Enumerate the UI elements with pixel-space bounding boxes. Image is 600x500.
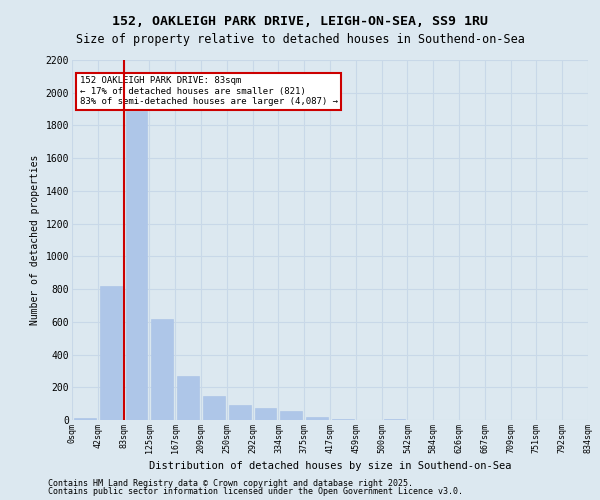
Bar <box>203 396 225 420</box>
Bar <box>229 406 251 420</box>
Bar <box>151 318 173 420</box>
Bar <box>100 286 122 420</box>
Text: 152, OAKLEIGH PARK DRIVE, LEIGH-ON-SEA, SS9 1RU: 152, OAKLEIGH PARK DRIVE, LEIGH-ON-SEA, … <box>112 15 488 28</box>
Text: Contains HM Land Registry data © Crown copyright and database right 2025.: Contains HM Land Registry data © Crown c… <box>48 478 413 488</box>
Bar <box>306 416 328 420</box>
Text: 152 OAKLEIGH PARK DRIVE: 83sqm
← 17% of detached houses are smaller (821)
83% of: 152 OAKLEIGH PARK DRIVE: 83sqm ← 17% of … <box>80 76 338 106</box>
Text: Contains public sector information licensed under the Open Government Licence v3: Contains public sector information licen… <box>48 487 463 496</box>
Bar <box>177 376 199 420</box>
Y-axis label: Number of detached properties: Number of detached properties <box>30 155 40 325</box>
Bar <box>125 110 148 420</box>
Bar <box>383 419 406 420</box>
Bar <box>280 411 302 420</box>
Bar <box>74 418 96 420</box>
X-axis label: Distribution of detached houses by size in Southend-on-Sea: Distribution of detached houses by size … <box>149 461 511 471</box>
Bar <box>332 419 354 420</box>
Bar <box>254 408 277 420</box>
Text: Size of property relative to detached houses in Southend-on-Sea: Size of property relative to detached ho… <box>76 32 524 46</box>
